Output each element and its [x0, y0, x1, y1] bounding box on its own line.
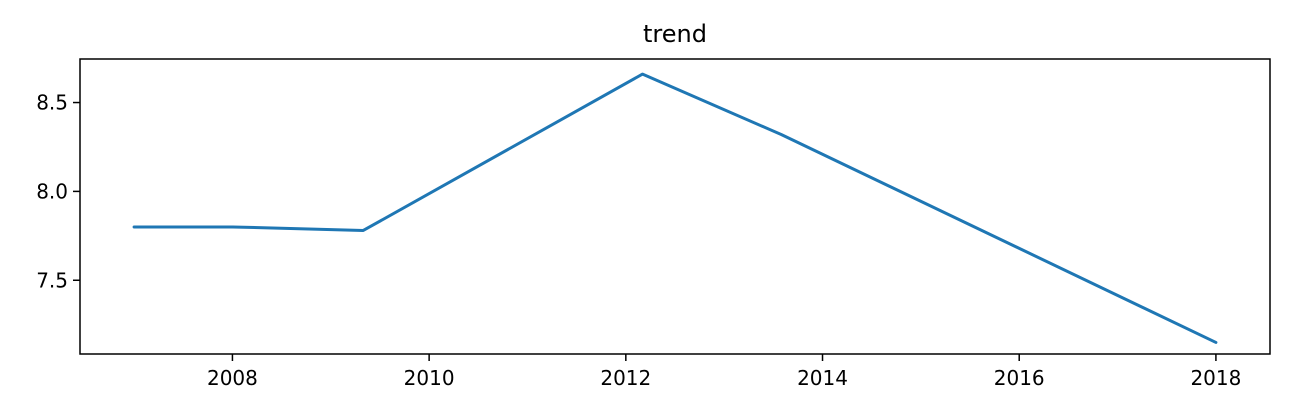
y-tick-label: 7.5 — [36, 268, 68, 292]
x-tick-label: 2014 — [797, 366, 848, 390]
y-tick-label: 8.0 — [36, 179, 68, 203]
series-line — [132, 72, 1218, 344]
y-tick-label: 8.5 — [36, 91, 68, 115]
plot-frame — [79, 58, 1271, 355]
x-tick-label: 2016 — [994, 366, 1045, 390]
x-tick-label: 2018 — [1190, 366, 1241, 390]
y-axis-ticks: 7.5 8.0 8.5 — [36, 91, 80, 292]
x-tick-label: 2012 — [600, 366, 651, 390]
x-tick-label: 2010 — [404, 366, 455, 390]
x-tick-label: 2008 — [207, 366, 258, 390]
x-axis-ticks: 2008 2010 2012 2014 2016 2018 — [207, 354, 1241, 390]
chart-title: trend — [643, 20, 707, 48]
